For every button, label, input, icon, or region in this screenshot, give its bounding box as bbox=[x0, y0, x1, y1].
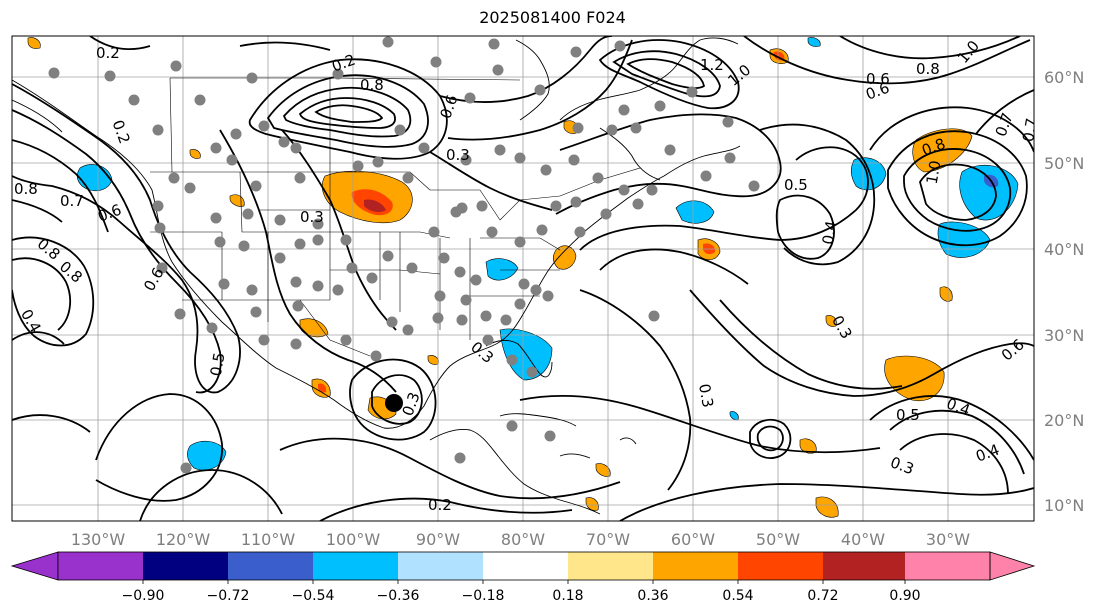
lon-label: 130°W bbox=[71, 530, 126, 549]
contour-label: 1.2 bbox=[700, 56, 724, 74]
contour-label: 0.8 bbox=[916, 60, 940, 78]
colorbar-segment bbox=[905, 552, 990, 580]
negative-anomaly-region bbox=[937, 221, 991, 258]
lon-label: 100°W bbox=[326, 530, 381, 549]
lon-label: 50°W bbox=[756, 530, 800, 549]
colorbar-segment bbox=[568, 552, 653, 580]
colorbar-segment bbox=[10, 551, 59, 581]
lon-label: 110°W bbox=[241, 530, 296, 549]
lon-label: 70°W bbox=[586, 530, 630, 549]
colorbar-segment bbox=[653, 552, 738, 580]
contour-label: 0.8 bbox=[360, 76, 384, 94]
colorbar-segment bbox=[228, 552, 313, 580]
colorbar-tick-label: 0.72 bbox=[807, 588, 838, 604]
lat-label: 50°N bbox=[1044, 154, 1084, 173]
negative-anomaly-region bbox=[187, 440, 227, 471]
colorbar-segment bbox=[738, 552, 823, 580]
storm-center-marker bbox=[385, 394, 403, 412]
positive-anomaly-region bbox=[318, 383, 327, 393]
lon-label: 30°W bbox=[926, 530, 970, 549]
colorbar-tick-label: 0.36 bbox=[637, 588, 668, 604]
contour-label: 0.4 bbox=[819, 219, 841, 246]
lon-label: 80°W bbox=[501, 530, 545, 549]
contour-label: 0.5 bbox=[896, 406, 920, 424]
colorbar-segment bbox=[483, 552, 568, 580]
negative-anomaly-region bbox=[675, 200, 715, 224]
contour-label: 0.3 bbox=[695, 382, 717, 409]
map-title: 2025081400 F024 bbox=[479, 8, 626, 27]
contour-label: 1.0 bbox=[923, 159, 945, 186]
contour-label: 0.7 bbox=[60, 192, 84, 210]
observation-stations bbox=[48, 36, 760, 474]
colorbar-segment bbox=[58, 552, 143, 580]
colorbar-segment bbox=[143, 552, 228, 580]
contour-label: 0.5 bbox=[207, 351, 229, 378]
positive-anomaly-region bbox=[364, 199, 386, 213]
colorbar-segment bbox=[989, 551, 1036, 581]
positive-anomaly-region bbox=[585, 497, 599, 511]
lat-label: 30°N bbox=[1044, 326, 1084, 345]
colorbar-tick-label: −0.90 bbox=[122, 588, 165, 604]
lon-label: 90°W bbox=[416, 530, 460, 549]
contour-label: 0.2 bbox=[96, 44, 120, 62]
contour-label: 0.6 bbox=[866, 70, 890, 88]
lat-label: 40°N bbox=[1044, 240, 1084, 259]
lon-label: 60°W bbox=[671, 530, 715, 549]
lat-label: 20°N bbox=[1044, 411, 1084, 430]
graticule bbox=[12, 36, 1034, 521]
contour-label: 0.7 bbox=[1019, 117, 1041, 144]
coastlines bbox=[12, 37, 741, 515]
negative-anomaly-region bbox=[485, 258, 519, 281]
contour-label: 0.8 bbox=[14, 180, 38, 198]
positive-anomaly-region bbox=[815, 496, 839, 518]
negative-anomaly-region bbox=[807, 37, 821, 47]
colorbar-tick-label: −0.36 bbox=[377, 588, 420, 604]
positive-anomaly-region bbox=[939, 286, 953, 302]
colorbar-segment bbox=[823, 552, 905, 580]
colorbar-tick-label: −0.18 bbox=[462, 588, 505, 604]
lon-label: 40°W bbox=[841, 530, 885, 549]
colorbar-tick-label: −0.54 bbox=[292, 588, 335, 604]
colorbar: −0.90 −0.72 −0.54 −0.36 −0.18 0.18 0.36 … bbox=[10, 551, 1036, 604]
positive-anomaly-region bbox=[27, 37, 41, 49]
contour-label: 0.2 bbox=[428, 496, 452, 514]
lat-label: 10°N bbox=[1044, 496, 1084, 515]
colorbar-tick-label: 0.90 bbox=[889, 588, 920, 604]
positive-anomaly-region bbox=[825, 315, 837, 327]
colorbar-segment bbox=[398, 552, 483, 580]
map-frame bbox=[11, 35, 1035, 522]
colorbar-tick-label: 0.54 bbox=[722, 588, 753, 604]
contour-label: 0.5 bbox=[784, 176, 808, 194]
lat-label: 60°N bbox=[1044, 68, 1084, 87]
colorbar-tick-label: 0.18 bbox=[552, 588, 583, 604]
colorbar-tick-label: −0.72 bbox=[207, 588, 250, 604]
longitude-labels: 130°W 120°W 110°W 100°W 90°W 80°W 70°W 6… bbox=[71, 530, 970, 549]
positive-anomaly-region bbox=[189, 149, 201, 159]
contour-label: 0.3 bbox=[446, 146, 470, 164]
positive-anomaly-region bbox=[595, 463, 611, 477]
lon-label: 120°W bbox=[156, 530, 211, 549]
colorbar-segment bbox=[313, 552, 398, 580]
latitude-labels: 60°N 50°N 40°N 30°N 20°N 10°N bbox=[1044, 68, 1084, 515]
positive-anomaly-region bbox=[552, 245, 577, 270]
contour-label: 0.3 bbox=[300, 208, 324, 226]
